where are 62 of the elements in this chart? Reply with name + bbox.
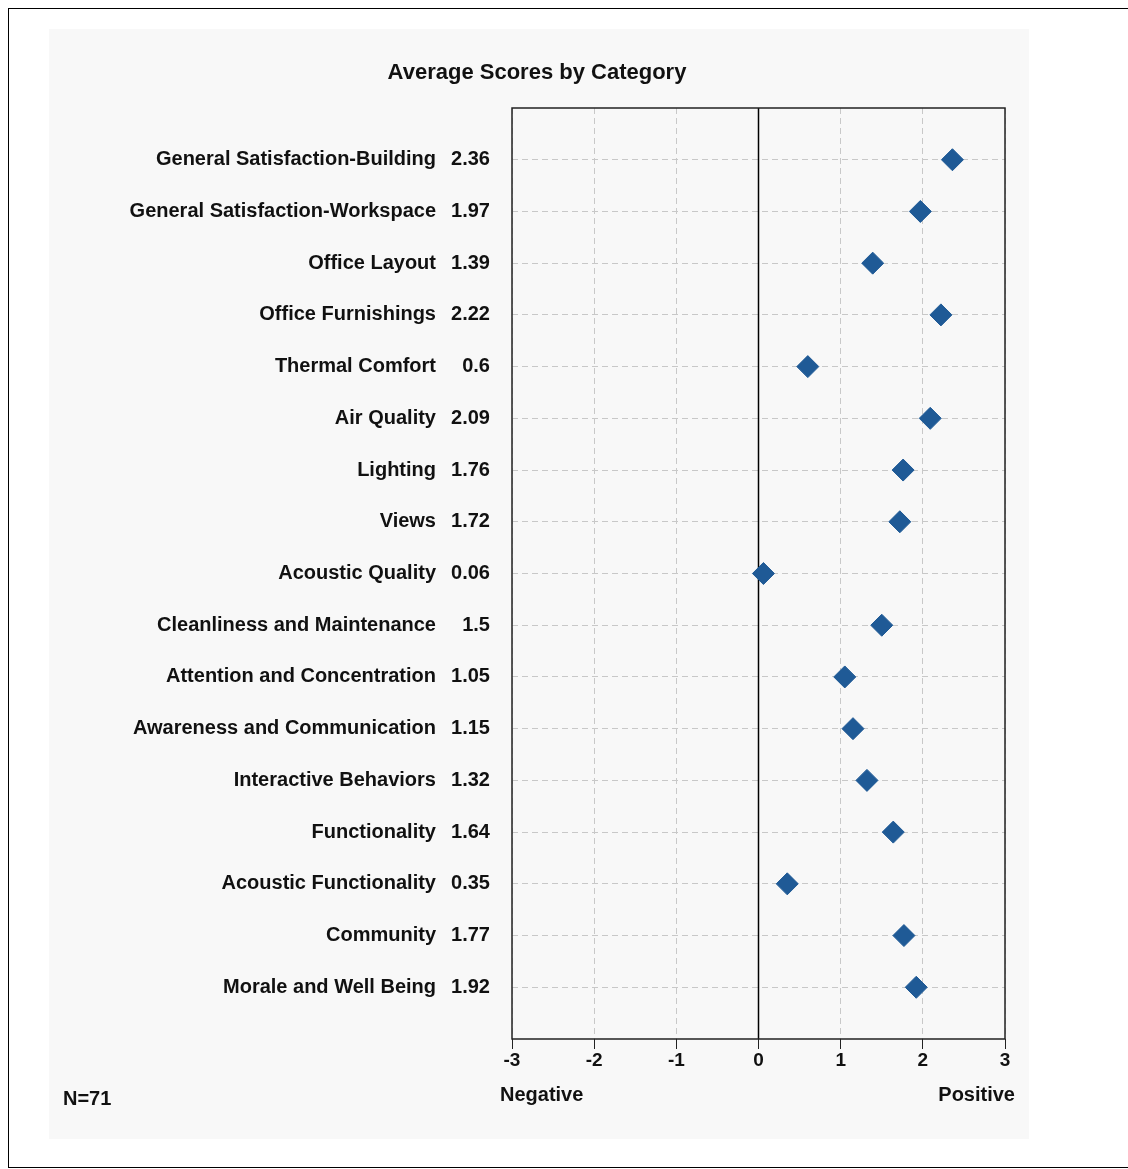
data-label: 0.35 — [451, 871, 490, 894]
data-label: 1.32 — [451, 767, 490, 790]
y-tick-label: Office Layout — [308, 250, 437, 273]
data-label: 1.15 — [451, 716, 490, 739]
point — [940, 148, 964, 172]
data-label: 1.77 — [451, 923, 490, 946]
y-tick-label: Cleanliness and Maintenance — [157, 612, 436, 635]
data-label: 1.72 — [451, 509, 490, 532]
data-label: 1.64 — [451, 819, 491, 842]
data-label: 1.97 — [451, 198, 490, 221]
data-label: 2.22 — [451, 302, 490, 325]
point — [855, 768, 879, 792]
x-tick-label: 2 — [917, 1048, 929, 1070]
point — [841, 717, 865, 741]
y-tick-label: Lighting — [357, 457, 436, 480]
point — [861, 251, 885, 275]
chart-title: Average Scores by Category — [386, 59, 688, 85]
x-tick-label: 3 — [999, 1048, 1011, 1070]
y-tick-label: Community — [326, 923, 437, 946]
point — [908, 199, 932, 223]
data-label: 2.36 — [451, 147, 490, 170]
y-tick-label: Interactive Behaviors — [233, 767, 436, 790]
point — [892, 924, 916, 948]
point — [833, 665, 857, 689]
y-tick-label: Air Quality — [334, 405, 437, 428]
y-tick-label: Office Furnishings — [259, 302, 436, 325]
data-label: 1.76 — [451, 457, 490, 480]
y-tick-label: Attention and Concentration — [166, 664, 436, 687]
point — [929, 303, 953, 327]
y-tick-label: Awareness and Communication — [132, 716, 436, 739]
text: Negative — [500, 1082, 584, 1105]
y-tick-label: Acoustic Functionality — [221, 871, 437, 894]
point — [881, 820, 905, 844]
text: N=71 — [63, 1086, 112, 1109]
y-tick-label: Functionality — [311, 819, 437, 842]
y-tick-label: General Satisfaction-Workspace — [129, 198, 436, 221]
data-label: 1.05 — [451, 664, 490, 687]
point — [918, 406, 942, 430]
x-tick-label: -1 — [667, 1048, 686, 1070]
point — [796, 355, 820, 379]
data-label: 0.06 — [451, 561, 490, 584]
data-label: 1.39 — [451, 250, 490, 273]
y-tick-label: Thermal Comfort — [274, 354, 437, 377]
y-tick-label: Views — [379, 509, 436, 532]
point — [904, 975, 928, 999]
point — [751, 562, 775, 585]
point — [891, 458, 915, 482]
y-tick-label: General Satisfaction-Building — [155, 147, 436, 170]
x-tick-label: 0 — [753, 1048, 764, 1070]
y-tick-label: Morale and Well Being — [223, 974, 436, 997]
y-tick-label: Acoustic Quality — [278, 561, 437, 584]
data-label: 1.92 — [451, 974, 490, 997]
x-tick-label: 1 — [835, 1048, 847, 1070]
data-label: 1.5 — [462, 612, 490, 635]
data-label: 0.6 — [462, 354, 490, 377]
point — [870, 613, 894, 637]
point — [775, 872, 799, 896]
point — [888, 510, 912, 534]
text: Positive — [938, 1082, 1015, 1105]
x-tick-label: -3 — [503, 1048, 521, 1070]
data-label: 2.09 — [451, 405, 490, 428]
x-tick-label: -2 — [585, 1048, 603, 1070]
